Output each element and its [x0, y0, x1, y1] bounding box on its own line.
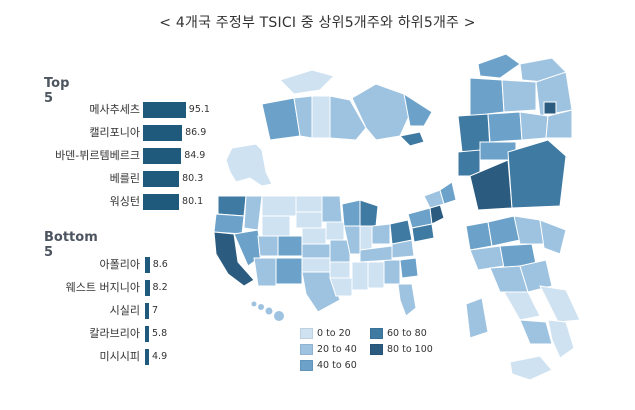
alaska-map: [225, 143, 273, 187]
bottom-region-name: 아폴리아: [99, 258, 140, 271]
top-bar-value: 80.1: [182, 196, 204, 207]
legend-item: 60 to 80: [370, 328, 427, 340]
top-region-name: 메사추세츠: [89, 103, 140, 116]
top-bar: [143, 148, 182, 164]
legend-label: 20 to 40: [317, 344, 357, 355]
top5-label: Top 5: [44, 76, 70, 106]
legend-item: 80 to 100: [370, 344, 433, 356]
top-region-name: 베를린: [109, 172, 140, 185]
legend-swatch: [370, 328, 383, 339]
bottom-bar-row: 미시시피 4.9: [0, 348, 300, 366]
bottom-region-name: 웨스트 버지니아: [65, 281, 140, 294]
legend-swatch: [300, 328, 313, 339]
top-bar: [143, 102, 186, 118]
bottom-region-name: 시실리: [109, 304, 140, 317]
top-bar-value: 86.9: [185, 127, 207, 138]
legend-label: 80 to 100: [387, 344, 433, 355]
bottom-bar-value: 5.8: [152, 328, 168, 339]
bottom-bar: [145, 349, 149, 365]
bottom-bar: [145, 280, 150, 296]
top-bar: [143, 194, 180, 210]
top-bar-value: 80.3: [182, 173, 204, 184]
legend-swatch: [300, 360, 313, 371]
top-bar: [143, 171, 180, 187]
hawaii-map: [251, 301, 284, 321]
top-region-name: 워싱턴: [109, 195, 140, 208]
legend-label: 0 to 20: [317, 328, 351, 339]
top-bar-value: 95.1: [188, 104, 210, 115]
top-bar-row: 캘리포니아 86.9: [0, 124, 300, 142]
bottom-region-name: 칼라브리아: [89, 327, 140, 340]
top-region-name: 캘리포니아: [89, 126, 140, 139]
bottom-bar-value: 8.2: [152, 282, 168, 293]
legend-item: 40 to 60: [300, 360, 357, 372]
top-bar: [143, 125, 183, 141]
germany-map: [457, 53, 573, 211]
top-bar-value: 84.9: [184, 150, 206, 161]
top-bar-row: 바덴-뷔르템베르크 84.9: [0, 147, 300, 165]
bottom5-label: Bottom 5: [44, 230, 98, 260]
bottom-bar: [145, 303, 149, 319]
top-region-name: 바덴-뷔르템베르크: [55, 149, 140, 162]
legend-swatch: [300, 344, 313, 355]
legend-label: 60 to 80: [387, 328, 427, 339]
canada-map: [261, 69, 433, 147]
top-bar-row: 베를린 80.3: [0, 170, 300, 188]
legend-label: 40 to 60: [317, 360, 357, 371]
usa-map: [213, 181, 457, 317]
bottom-bar-row: 시실리 7: [0, 302, 300, 320]
legend-swatch: [370, 344, 383, 355]
bottom-bar-value: 8.6: [152, 259, 168, 270]
top-bar-row: 워싱턴 80.1: [0, 193, 300, 211]
top-bar-row: 메사추세츠 95.1: [0, 101, 300, 119]
legend-item: 0 to 20: [300, 328, 351, 340]
bottom-bar: [145, 257, 150, 273]
bottom-bar-row: 칼라브리아 5.8: [0, 325, 300, 343]
bottom-bar-value: 4.9: [152, 351, 168, 362]
bottom-region-name: 미시시피: [99, 350, 140, 363]
bottom-bar: [145, 326, 149, 342]
chart-title: < 4개국 주정부 TSICI 중 상위5개주와 하위5개주 >: [159, 15, 476, 31]
bottom-bar-row: 아폴리아 8.6: [0, 256, 300, 274]
italy-map: [465, 215, 581, 381]
legend-item: 20 to 40: [300, 344, 357, 356]
bottom-bar-value: 7: [152, 305, 159, 316]
bottom-bar-row: 웨스트 버지니아 8.2: [0, 279, 300, 297]
